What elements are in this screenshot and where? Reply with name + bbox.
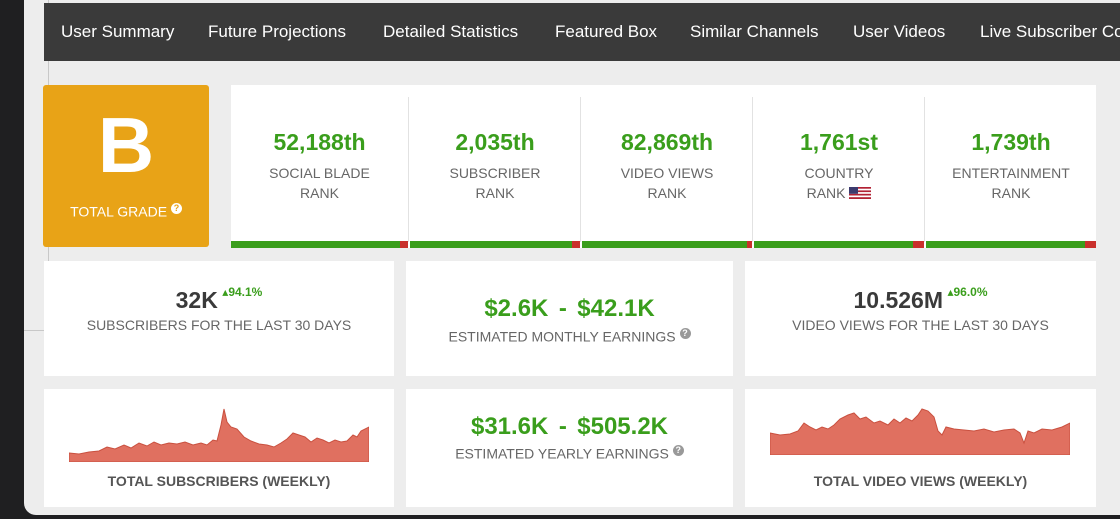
rank-value: 1,739th [971,129,1051,155]
rank-bar-red [572,241,580,248]
rank-value: 1,761st [799,129,878,155]
grade-label: TOTAL GRADE ? [43,203,209,220]
nav-featured-box[interactable]: Featured Box [555,22,658,41]
rank-bar-red [1085,241,1096,248]
nav-future-projections[interactable]: Future Projections [208,22,346,41]
rank-divider [752,97,753,242]
nav-similar-channels[interactable]: Similar Channels [690,22,819,41]
grade-letter: B [97,101,155,189]
subscribers-30-days-card: 32K ▴94.1% SUBSCRIBERS FOR THE LAST 30 D… [44,261,394,376]
rank-bar [231,241,408,248]
total-subscribers-weekly-card: TOTAL SUBSCRIBERS (WEEKLY) [44,389,394,507]
monthly-earnings-value: $2.6K - $42.1K [484,295,655,322]
views-sparkline [770,408,1070,455]
rank-bar [926,241,1096,248]
views-30-label: VIDEO VIEWS FOR THE LAST 30 DAYS [792,317,1049,333]
yearly-earnings-label: ESTIMATED YEARLY EARNINGS ? [406,445,733,462]
rank-entertainment: 1,739th ENTERTAINMENT RANK [926,85,1096,248]
rank-divider [408,97,409,242]
video-views-30-days-card: 10.526M ▴96.0% VIDEO VIEWS FOR THE LAST … [745,261,1096,376]
rank-bar-red [747,241,752,248]
rank-bar [754,241,924,248]
monthly-earnings-label: ESTIMATED MONTHLY EARNINGS ? [406,328,733,345]
rank-divider [580,97,581,242]
rank-bar-red [913,241,924,248]
views-30-value-row: 10.526M ▴96.0% [745,285,1096,314]
rank-value: 2,035th [455,129,535,155]
views-30-value: 10.526M [853,287,943,313]
rank-label: SUBSCRIBER RANK [449,165,541,201]
rank-bar [582,241,752,248]
subscribers-sparkline [69,408,369,462]
rank-bar-red [400,241,408,248]
ranks-panel: 52,188th SOCIAL BLADE RANK 2,035th SUBSCR… [231,85,1096,248]
us-flag-icon [849,187,872,199]
monthly-earnings-card: $2.6K - $42.1K ESTIMATED MONTHLY EARNING… [406,261,733,376]
rank-country: 1,761st COUNTRY RANK [754,85,924,248]
subs-30-label: SUBSCRIBERS FOR THE LAST 30 DAYS [86,317,352,333]
rank-bar [410,241,580,248]
yearly-earnings-card: $31.6K - $505.2K ESTIMATED YEARLY EARNIN… [406,389,733,507]
help-icon[interactable]: ? [170,203,182,214]
rank-label: ENTERTAINMENT RANK [952,165,1070,201]
nav-user-summary[interactable]: User Summary [61,22,175,41]
nav-live-subscriber-count[interactable]: Live Subscriber Co [980,22,1120,41]
total-video-views-weekly-card: TOTAL VIDEO VIEWS (WEEKLY) [745,389,1096,507]
rank-label: SOCIAL BLADE RANK [269,165,370,201]
yearly-earnings-value: $31.6K - $505.2K [470,413,669,440]
rank-value: 82,869th [620,129,714,155]
section-nav: User Summary Future Projections Detailed… [44,3,1120,61]
views-30-change: ▴96.0% [947,285,988,299]
views-chart-label: TOTAL VIDEO VIEWS (WEEKLY) [813,473,1028,489]
grade-label-text: TOTAL GRADE [70,203,168,220]
rank-value: 52,188th [273,129,366,155]
rank-label: COUNTRY RANK [804,165,874,201]
subs-30-value-row: 32K ▴94.1% [44,285,394,314]
rank-label: VIDEO VIEWS RANK [620,165,714,201]
rank-subscriber: 2,035th SUBSCRIBER RANK [410,85,580,248]
subs-30-change: ▴94.1% [222,285,263,299]
nav-user-videos[interactable]: User Videos [853,22,946,41]
rank-video-views: 82,869th VIDEO VIEWS RANK [582,85,752,248]
help-icon[interactable]: ? [672,445,684,456]
total-grade-box: B TOTAL GRADE ? [43,85,209,247]
help-icon[interactable]: ? [679,328,691,339]
subs-30-value: 32K [175,287,218,313]
nav-detailed-statistics[interactable]: Detailed Statistics [383,22,519,41]
side-divider-tick [24,330,49,331]
subscribers-chart-label: TOTAL SUBSCRIBERS (WEEKLY) [107,473,331,489]
rank-divider [924,97,925,242]
rank-social-blade: 52,188th SOCIAL BLADE RANK [231,85,408,248]
